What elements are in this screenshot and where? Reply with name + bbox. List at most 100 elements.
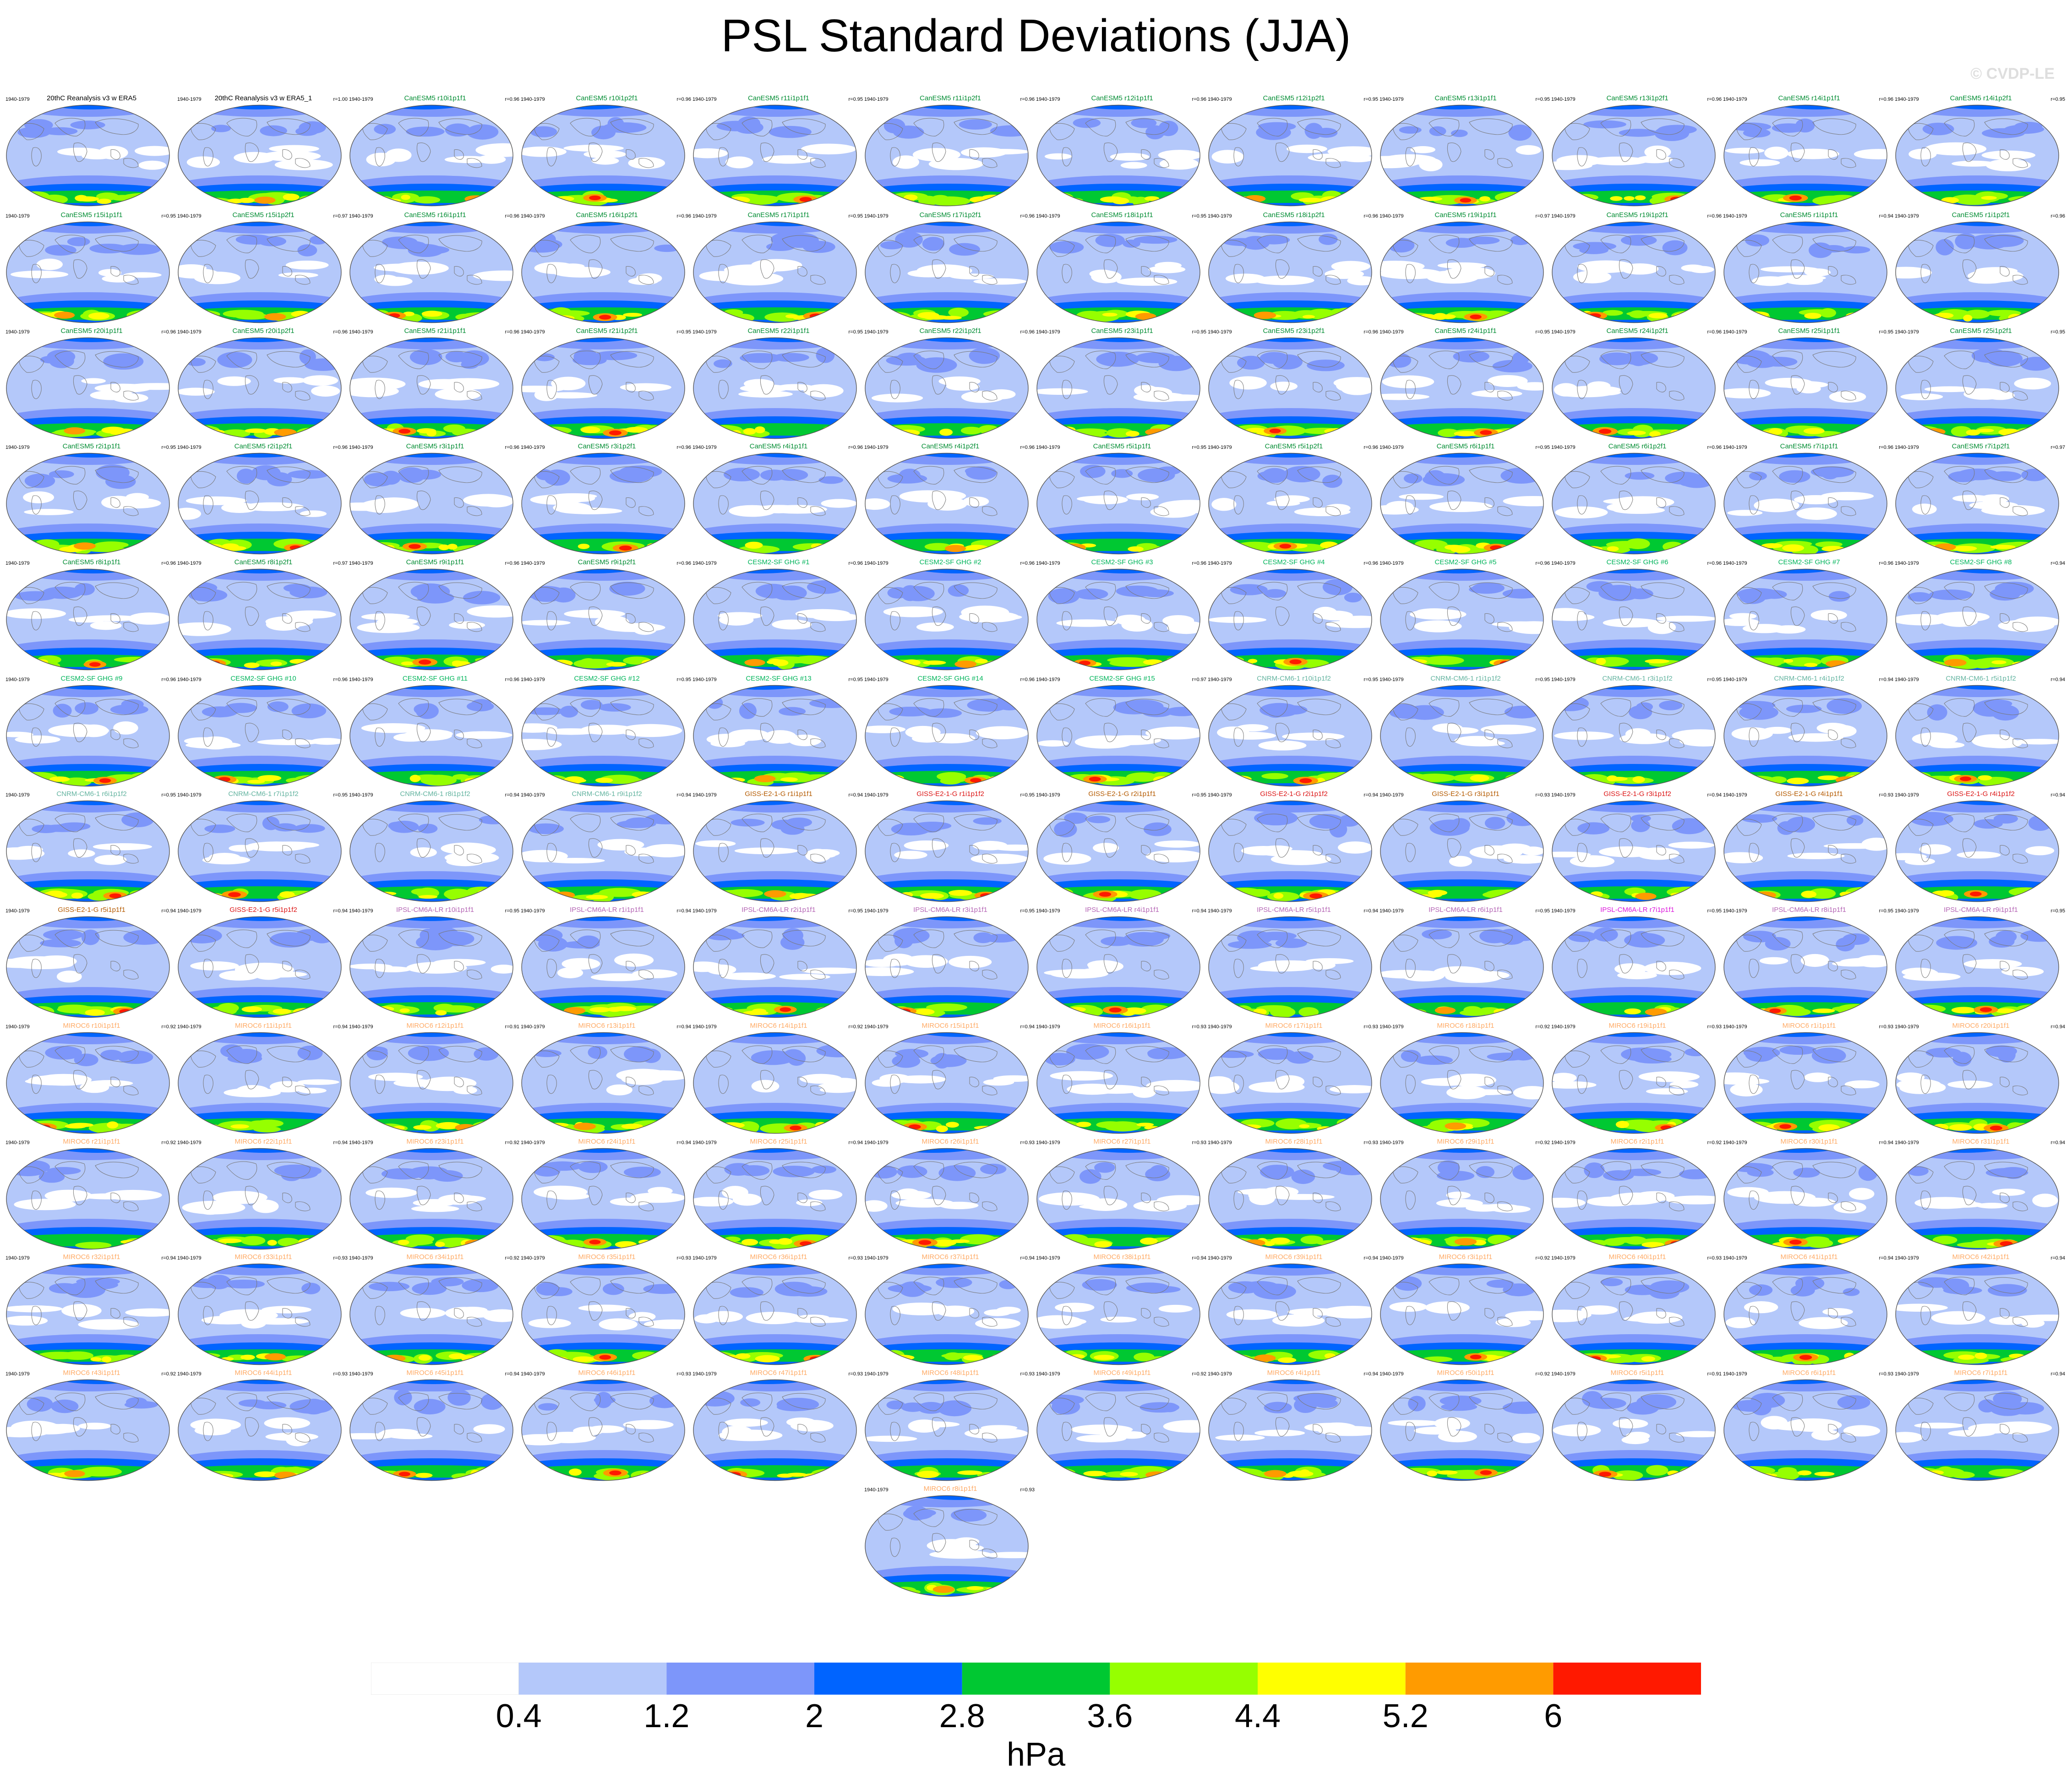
panel-pattern-correlation: r=0.92 (1535, 1140, 1550, 1145)
map-panel: 1940-1979 MIROC6 r26i1p1f1 r=0.93 (864, 1138, 1036, 1252)
panel-title: MIROC6 r18i1p1f1 (1437, 1022, 1494, 1030)
panel-pattern-correlation: r=0.95 (1535, 329, 1550, 335)
map-panel: 1940-1979 CanESM5 r14i1p1f1 r=0.96 (1723, 94, 1895, 208)
panel-title: MIROC6 r17i1p1f1 (1265, 1022, 1323, 1030)
map-panel: 1940-1979 MIROC6 r12i1p1f1 r=0.91 (349, 1022, 521, 1136)
panel-map (1723, 221, 1887, 323)
panel-pattern-correlation: r=0.95 (1535, 445, 1550, 450)
panel-title: MIROC6 r27i1p1f1 (1093, 1138, 1151, 1145)
panel-title: CanESM5 r5i1p2f1 (1265, 442, 1323, 450)
panel-map (865, 104, 1029, 207)
panel-period: 1940-1979 (1723, 1024, 1747, 1030)
map-panel: 1940-1979 MIROC6 r14i1p1f1 r=0.92 (692, 1022, 865, 1136)
panel-pattern-correlation: r=0.96 (505, 97, 520, 102)
panel-period: 1940-1979 (349, 329, 373, 335)
panel-map (178, 916, 342, 1018)
map-panel: 1940-1979 MIROC6 r46i1p1f1 r=0.93 (521, 1369, 693, 1483)
panel-period: 1940-1979 (692, 329, 717, 335)
panel-map (1208, 104, 1372, 207)
panel-map (178, 1379, 342, 1481)
panel-map (1552, 800, 1716, 902)
page-title: PSL Standard Deviations (JJA) (721, 10, 1351, 61)
panel-title: GISS-E2-1-G r1i1p1f1 (745, 790, 812, 798)
map-panel: 1940-1979 CanESM5 r11i1p1f1 r=0.95 (692, 94, 865, 208)
panel-period: 1940-1979 (1551, 445, 1576, 450)
panel-period: 1940-1979 (349, 561, 373, 566)
map-panel: 1940-1979 CESM2-SF GHG #6 r=0.96 (1551, 558, 1723, 672)
panel-title: IPSL-CM6A-LR r8i1p1f1 (1772, 906, 1846, 914)
panel-title: CNRM-CM6-1 r7i1p1f2 (228, 790, 299, 798)
map-panel: 1940-1979 CNRM-CM6-1 r4i1p1f2 r=0.94 (1723, 675, 1895, 789)
panel-pattern-correlation: r=0.94 (1192, 1255, 1207, 1261)
map-panel: 1940-1979 CanESM5 r12i1p1f1 r=0.96 (1036, 94, 1208, 208)
map-panel: 1940-1979 CESM2-SF GHG #14 r=0.96 (864, 675, 1036, 789)
map-panel: 1940-1979 CanESM5 r21i1p2f1 r=0.95 (521, 327, 693, 441)
map-panel: 1940-1979 20thC Reanalysis v3 w ERA5 (5, 94, 178, 208)
panel-map (1380, 104, 1544, 207)
map-panel: 1940-1979 CNRM-CM6-1 r7i1p1f2 r=0.95 (177, 790, 349, 904)
panel-map (6, 453, 170, 555)
panel-title: CanESM5 r7i1p1f1 (1780, 442, 1838, 450)
panel-map (178, 685, 342, 787)
panel-title: CanESM5 r13i1p2f1 (1606, 94, 1669, 102)
panel-pattern-correlation: r=0.96 (505, 561, 520, 566)
colorbar (371, 1663, 1701, 1695)
map-panel: 1940-1979 MIROC6 r4i1p1f1 r=0.94 (1208, 1369, 1380, 1483)
panel-pattern-correlation: r=0.93 (1192, 1140, 1207, 1145)
panel-map (521, 568, 685, 671)
panel-title: MIROC6 r4i1p1f1 (1267, 1369, 1321, 1377)
panel-map (1036, 1379, 1200, 1481)
panel-pattern-correlation: r=0.94 (1879, 1255, 1894, 1261)
panel-period: 1940-1979 (1380, 213, 1404, 219)
panel-map (693, 1032, 857, 1134)
map-panel: 1940-1979 CanESM5 r12i1p2f1 r=0.95 (1208, 94, 1380, 208)
panel-pattern-correlation: r=0.94 (2050, 677, 2066, 682)
panel-period: 1940-1979 (692, 792, 717, 798)
panel-title: CESM2-SF GHG #7 (1778, 558, 1840, 566)
panel-period: 1940-1979 (692, 1255, 717, 1261)
panel-title: IPSL-CM6A-LR r9i1p1f1 (1944, 906, 2018, 914)
panel-map (1036, 916, 1200, 1018)
map-panel: 1940-1979 MIROC6 r35i1p1f1 r=0.93 (521, 1253, 693, 1367)
panel-title: MIROC6 r10i1p1f1 (63, 1022, 120, 1030)
panel-pattern-correlation: r=0.96 (333, 677, 348, 682)
panel-period: 1940-1979 (1036, 1140, 1060, 1145)
panel-pattern-correlation: r=0.95 (2050, 97, 2066, 102)
panel-map (1036, 685, 1200, 787)
panel-title: CESM2-SF GHG #14 (917, 675, 983, 682)
panel-grid: 1940-1979 20thC Reanalysis v3 w ERA5 1940-… (5, 94, 2067, 1597)
panel-map (693, 685, 857, 787)
map-panel: 1940-1979 GISS-E2-1-G r4i1p1f2 r=0.94 (1895, 790, 2067, 904)
colorbar-tick-label: 5.2 (1382, 1698, 1429, 1734)
panel-map (1723, 104, 1887, 207)
colorbar-swatches (371, 1663, 1701, 1695)
panel-title: CanESM5 r16i1p1f1 (404, 211, 466, 219)
panel-map (693, 1263, 857, 1365)
map-panel: 1940-1979 CESM2-SF GHG #11 r=0.96 (349, 675, 521, 789)
panel-map (6, 104, 170, 207)
panel-title: CanESM5 r17i1p1f1 (747, 211, 810, 219)
map-panel: 1940-1979 CanESM5 r10i1p2f1 r=0.96 (521, 94, 693, 208)
panel-map (693, 337, 857, 439)
panel-pattern-correlation: r=0.94 (2050, 1371, 2066, 1377)
panel-period: 1940-1979 (1036, 677, 1060, 682)
panel-title: IPSL-CM6A-LR r10i1p1f1 (396, 906, 474, 914)
panel-pattern-correlation: r=0.93 (333, 1255, 348, 1261)
panel-period: 1940-1979 (349, 677, 373, 682)
panel-map (6, 685, 170, 787)
panel-pattern-correlation: r=0.93 (848, 1371, 863, 1377)
panel-map (1208, 1263, 1372, 1365)
panel-pattern-correlation: r=0.95 (676, 329, 692, 335)
panel-pattern-correlation: r=0.94 (676, 1024, 692, 1030)
panel-period: 1940-1979 (1036, 1371, 1060, 1377)
panel-period: 1940-1979 (1208, 213, 1232, 219)
panel-title: MIROC6 r34i1p1f1 (406, 1253, 464, 1261)
panel-period: 1940-1979 (1036, 792, 1060, 798)
panel-pattern-correlation: r=0.93 (333, 1371, 348, 1377)
colorbar-swatch (962, 1663, 1110, 1695)
panel-title: MIROC6 r39i1p1f1 (1265, 1253, 1323, 1261)
panel-title: CESM2-SF GHG #12 (574, 675, 640, 682)
panel-pattern-correlation: r=0.93 (676, 1371, 692, 1377)
panel-pattern-correlation: r=0.94 (1020, 1255, 1035, 1261)
map-panel: 1940-1979 CanESM5 r5i1p1f1 r=0.95 (1036, 442, 1208, 556)
